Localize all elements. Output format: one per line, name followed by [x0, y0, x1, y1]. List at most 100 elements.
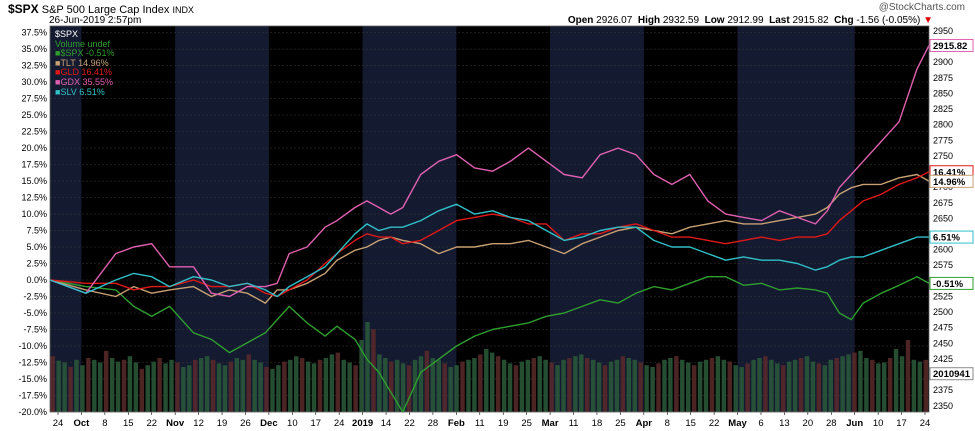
- x-tick-label: Dec: [260, 418, 277, 429]
- volume-bar: [668, 358, 673, 412]
- x-tick-label: Jun: [846, 418, 863, 429]
- volume-bar: [579, 354, 584, 412]
- volume-bar: [115, 361, 121, 412]
- volume-bar: [626, 358, 632, 412]
- x-tick-label: 25: [521, 418, 532, 429]
- volume-bar: [252, 359, 257, 412]
- last-label: Last: [769, 15, 790, 26]
- volume-bar: [703, 359, 709, 412]
- volume-bar: [697, 361, 703, 412]
- volume-bar: [371, 329, 376, 412]
- volume-bar: [834, 358, 839, 412]
- volume-bar: [86, 358, 91, 412]
- volume-bar: [490, 352, 495, 412]
- volume-bar: [169, 359, 174, 412]
- volume-bar: [258, 362, 263, 412]
- month-band: [550, 26, 644, 412]
- legend-item-slv: ■SLV 6.51%: [55, 86, 105, 97]
- volume-bar: [680, 359, 685, 412]
- chart-symbol: $SPX: [8, 2, 39, 16]
- volume-bar: [721, 359, 727, 412]
- y-tick-label: -7.5%: [23, 325, 47, 335]
- volume-bar: [341, 359, 346, 412]
- volume-bar: [537, 356, 542, 412]
- volume-bar: [876, 363, 881, 412]
- volume-bar: [590, 359, 596, 412]
- y-right-tick-label: 2500: [933, 307, 953, 317]
- y-right-tick-label: 2450: [933, 338, 953, 348]
- x-tick-label: 24: [53, 418, 64, 429]
- volume-bar: [210, 359, 216, 412]
- volume-bar: [193, 359, 198, 412]
- x-tick-label: 22: [404, 418, 415, 429]
- watermark: @StockCharts.com: [878, 2, 965, 13]
- volume-bar: [674, 356, 679, 412]
- volume-bar: [68, 367, 73, 412]
- volume-bar: [204, 356, 210, 412]
- volume-bar: [769, 359, 774, 412]
- volume-bar: [757, 358, 762, 412]
- x-tick-label: 10: [287, 418, 298, 429]
- y-right-tick-label: 2650: [933, 213, 953, 223]
- y-tick-label: 37.5%: [21, 28, 47, 38]
- volume-bar: [478, 354, 483, 412]
- legend-item-tlt: ■TLT 14.96%: [55, 57, 109, 68]
- x-tick-label: 14: [381, 418, 392, 429]
- volume-bar: [121, 359, 127, 412]
- month-band: [50, 26, 82, 412]
- right-value-label: 2010941: [933, 369, 971, 380]
- volume-bar: [549, 362, 554, 412]
- volume-bar: [602, 365, 608, 412]
- right-value-label: 16.41%: [933, 167, 966, 178]
- volume-bar: [881, 362, 887, 412]
- volume-bar: [899, 356, 905, 412]
- volume-bar: [109, 358, 115, 412]
- volume-bar: [139, 368, 145, 412]
- y-tick-label: -12.5%: [18, 358, 47, 368]
- volume-bar: [299, 358, 305, 412]
- volume-bar: [614, 359, 620, 412]
- volume-bar: [270, 368, 275, 412]
- x-tick-label: 19: [498, 418, 509, 429]
- volume-bar: [264, 367, 269, 412]
- right-value-box: [929, 367, 974, 381]
- volume-bar: [92, 359, 97, 412]
- x-tick-label: 24: [920, 418, 931, 429]
- volume-bar: [157, 358, 162, 412]
- y-tick-label: 17.5%: [21, 160, 47, 170]
- volume-bar: [98, 362, 103, 412]
- legend-volume: Volume undef: [55, 38, 111, 49]
- volume-bar: [288, 359, 293, 412]
- volume-bar: [163, 363, 168, 412]
- volume-bar: [228, 361, 234, 412]
- series-line-slv: [49, 203, 929, 298]
- volume-bar: [329, 354, 335, 412]
- volume-bar: [436, 359, 441, 412]
- y-tick-label: -10.0%: [18, 341, 47, 351]
- volume-bar: [513, 365, 519, 412]
- volume-bar: [650, 367, 655, 412]
- y-tick-label: 15.0%: [21, 176, 47, 186]
- y-tick-label: 10.0%: [21, 209, 47, 219]
- quote-bar: Open 2926.07 High 2932.59 Low 2912.99 La…: [568, 15, 933, 26]
- volume-bar: [359, 340, 364, 412]
- volume-bar: [151, 361, 156, 412]
- volume-bar: [240, 359, 245, 412]
- y-right-tick-label: 2525: [933, 291, 953, 301]
- volume-bar: [858, 350, 863, 412]
- volume-bar: [846, 354, 851, 412]
- volume-bar: [733, 365, 738, 412]
- y-right-tick-label: 2950: [933, 26, 953, 36]
- volume-bar: [638, 362, 643, 412]
- volume-bar: [608, 361, 614, 412]
- high-value: 2932.59: [662, 15, 700, 26]
- volume-bar: [50, 356, 55, 412]
- volume-bar: [822, 365, 828, 412]
- x-tick-label: 10: [873, 418, 884, 429]
- y-right-tick-label: 2375: [933, 385, 953, 395]
- series-line-gdx: [49, 45, 930, 298]
- x-tick-label: 11: [569, 418, 579, 429]
- volume-bar: [323, 358, 329, 412]
- volume-bar: [347, 362, 352, 412]
- volume-bar: [656, 363, 661, 412]
